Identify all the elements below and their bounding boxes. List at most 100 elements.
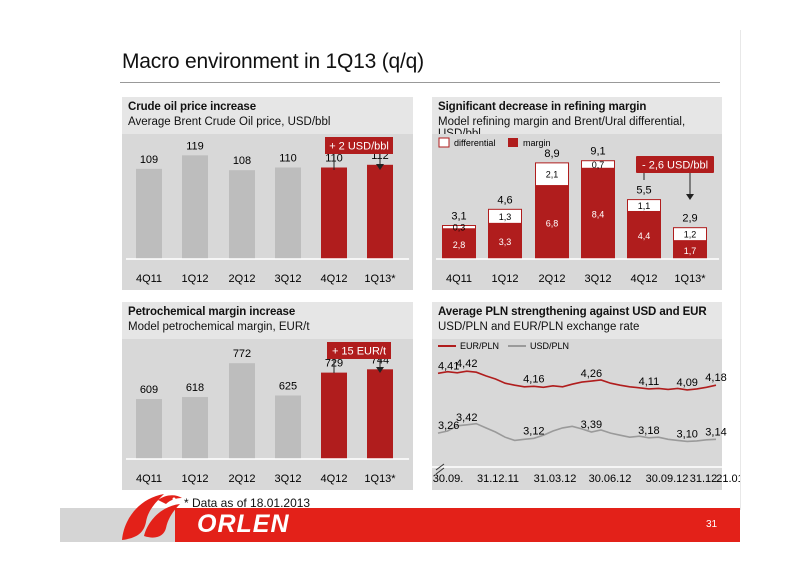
margin-bar-4Q11 xyxy=(442,228,476,259)
differential-label-1Q12: 1,3 xyxy=(499,212,512,222)
fx-panel-title: Average PLN strengthening against USD an… xyxy=(438,306,707,318)
x-tick-5: 31.12. xyxy=(690,473,721,485)
bar-3Q12 xyxy=(275,167,301,259)
petro-panel: Petrochemical margin increase Model petr… xyxy=(122,302,413,490)
x-tick-2Q12: 2Q12 xyxy=(229,473,256,485)
margin-bar-3Q12 xyxy=(581,168,615,259)
crude-callout-label: + 2 USD/bbl xyxy=(329,141,389,153)
margin-label-2Q12: 6,8 xyxy=(546,218,559,228)
eurpln-value-label-5: 4,09 xyxy=(677,377,698,389)
refining-callout-label: - 2,6 USD/bbl xyxy=(642,160,708,172)
eurpln-value-label-3: 4,26 xyxy=(581,368,602,380)
margin-label-1Q13*: 1,7 xyxy=(684,246,697,256)
x-tick-2Q12: 2Q12 xyxy=(229,273,256,285)
eurpln-value-label-0: 4,41 xyxy=(438,360,459,372)
orlen-wordmark: ORLEN xyxy=(197,510,290,538)
margin-label-4Q12: 4,4 xyxy=(638,231,651,241)
data-label-1Q12: 618 xyxy=(186,382,204,394)
differential-bar-1Q12 xyxy=(488,208,522,224)
bar-4Q11 xyxy=(136,168,162,259)
usdpln-value-label-4: 3,18 xyxy=(638,425,659,437)
usdpln-series-line xyxy=(437,422,717,443)
bar-2Q12 xyxy=(229,363,255,459)
differential-bar-4Q11 xyxy=(442,225,476,230)
margin-bar-4Q12 xyxy=(627,211,661,259)
legend-margin-swatch xyxy=(508,138,518,147)
eurpln-value-label-6: 4,18 xyxy=(705,372,726,384)
bar-3Q12 xyxy=(275,395,301,459)
bar-1Q12 xyxy=(182,397,208,459)
x-tick-3Q12: 3Q12 xyxy=(275,273,302,285)
fx-panel-subtitle: USD/PLN and EUR/PLN exchange rate xyxy=(438,321,640,333)
refining-panel-header: Significant decrease in refining margin … xyxy=(432,97,722,140)
fx-panel: Average PLN strengthening against USD an… xyxy=(432,302,744,490)
fx-plot-bg xyxy=(432,339,722,490)
legend-usdpln-label: USD/PLN xyxy=(530,341,569,351)
crude-callout-box xyxy=(325,137,393,154)
petro-callout-arrow-head xyxy=(376,367,384,373)
usdpln-value-label-1: 3,42 xyxy=(456,412,477,424)
eurpln-series-line xyxy=(437,370,717,391)
x-tick-2: 31.03.12 xyxy=(534,473,577,485)
x-tick-3Q12: 3Q12 xyxy=(585,273,612,285)
petro-panel-header: Petrochemical margin increase Model petr… xyxy=(122,302,413,339)
bar-1Q12 xyxy=(182,155,208,259)
fx-panel-header: Average PLN strengthening against USD an… xyxy=(432,302,722,339)
x-tick-4Q11: 4Q11 xyxy=(446,273,472,285)
margin-label-1Q12: 3,3 xyxy=(499,237,512,247)
x-tick-1Q12: 1Q12 xyxy=(492,273,519,285)
fx-panel-body: EUR/PLN USD/PLN 4,41 4,42 4,16 4,26 4,11 4,09 4,… xyxy=(432,339,744,490)
axis-break-mark-1 xyxy=(435,463,445,471)
differential-bar-1Q13* xyxy=(673,227,707,242)
differential-bar-4Q12 xyxy=(627,199,661,212)
total-label-3Q12: 9,1 xyxy=(590,146,605,158)
eurpln-value-label-2: 4,16 xyxy=(523,373,544,385)
data-label-2Q12: 108 xyxy=(233,155,251,167)
legend-differential-label: differential xyxy=(454,138,495,148)
data-label-1Q12: 119 xyxy=(186,140,204,152)
crude-callout-arrow-head xyxy=(376,164,384,170)
data-label-4Q11: 109 xyxy=(140,154,158,166)
petro-panel-title: Petrochemical margin increase xyxy=(128,306,296,318)
page-title: Macro environment in 1Q13 (q/q) xyxy=(122,50,424,73)
x-tick-6: 21.01 xyxy=(716,473,740,485)
refining-chart: 2,8 0,33,1 4Q11 3,3 1,3 4,6 1Q12 6,8 2,1 8,9 2Q12 8… xyxy=(436,137,719,285)
x-tick-1Q13*: 1Q13* xyxy=(674,273,706,285)
bar-4Q12 xyxy=(321,372,347,459)
usdpln-value-label-0: 3,26 xyxy=(438,420,459,432)
x-tick-3: 30.06.12 xyxy=(589,473,632,485)
margin-bar-1Q13* xyxy=(673,240,707,259)
legend-differential-swatch xyxy=(438,137,450,148)
fx-chart: EUR/PLN USD/PLN 4,414,42 4,16 4,26 4,11 4,09 4,… xyxy=(432,339,744,490)
x-tick-1Q12: 1Q12 xyxy=(182,273,209,285)
petro-panel-subtitle: Model petrochemical margin, EUR/t xyxy=(128,321,310,333)
title-underline xyxy=(120,82,720,83)
usdpln-value-label-2: 3,12 xyxy=(523,425,544,437)
x-tick-1: 31.12.11 xyxy=(477,473,519,485)
differential-bar-2Q12 xyxy=(535,162,569,187)
differential-label-1Q13*: 1,2 xyxy=(684,230,697,240)
refining-panel-body: 2,8 0,3 3,1 4Q11 3,3 1,3 4,6 1Q12 6,8 2,1 8,9 2Q12 8… xyxy=(432,134,722,290)
page-number: 31 xyxy=(706,519,718,530)
crude-panel-body: 109 4Q11 119 1Q12 108 2Q12 110 3Q12 110 4Q12 112 1Q… xyxy=(122,134,413,290)
footnote: * Data as of 18.01.2013 xyxy=(184,496,311,510)
differential-label-4Q11: 0,3 xyxy=(453,223,466,233)
differential-label-2Q12: 2,1 xyxy=(546,170,559,180)
legend-margin-label: margin xyxy=(523,138,551,148)
margin-bar-2Q12 xyxy=(535,185,569,259)
differential-label-4Q12: 1,1 xyxy=(638,201,651,211)
bar-4Q11 xyxy=(136,399,162,459)
bar-4Q12 xyxy=(321,167,347,259)
total-label-1Q13*: 2,9 xyxy=(682,213,697,225)
refining-panel-title: Significant decrease in refining margin xyxy=(438,101,647,113)
margin-label-4Q11: 2,8 xyxy=(453,240,466,250)
x-tick-4: 30.09.12 xyxy=(646,473,689,485)
crude-panel-title: Crude oil price increase xyxy=(128,101,256,113)
data-label-3Q12: 625 xyxy=(279,381,297,393)
eurpln-value-label-1: 4,42 xyxy=(456,358,477,370)
margin-label-3Q12: 8,4 xyxy=(592,210,605,220)
x-tick-1Q13*: 1Q13* xyxy=(364,473,396,485)
x-tick-0: 30.09. xyxy=(433,473,464,485)
eurpln-value-label-4: 4,11 xyxy=(639,376,660,388)
data-label-4Q11: 609 xyxy=(140,384,158,396)
